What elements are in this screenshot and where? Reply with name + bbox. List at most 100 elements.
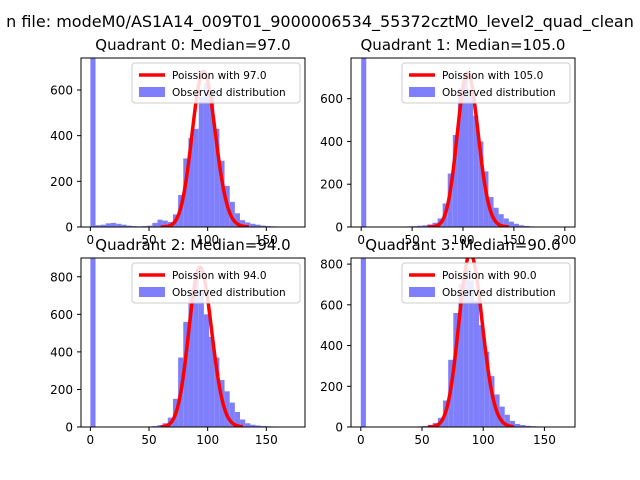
histogram-bar xyxy=(452,135,458,227)
y-tick-label: 200 xyxy=(50,383,73,397)
histogram-bar xyxy=(457,87,463,227)
legend: Poission with 105.0 Observed distribution xyxy=(401,62,571,104)
histogram-bar xyxy=(498,214,504,227)
legend-box xyxy=(401,262,571,304)
legend: Poission with 90.0 Observed distribution xyxy=(401,262,571,304)
histogram-bar xyxy=(417,225,423,227)
legend: Poission with 94.0 Observed distribution xyxy=(131,262,301,304)
histogram-bar xyxy=(468,94,474,227)
histogram-bar xyxy=(479,325,485,427)
legend-bar-swatch xyxy=(409,87,435,97)
histogram-bar xyxy=(513,223,519,227)
histogram-bar xyxy=(515,423,521,427)
quadrant-title: Quadrant 1: Median=105.0 xyxy=(361,36,566,54)
histogram-bar xyxy=(478,141,484,227)
histogram-bar xyxy=(183,321,189,427)
poisson-line xyxy=(426,258,515,427)
plot-area xyxy=(90,258,292,427)
histogram-bar xyxy=(224,391,230,427)
y-tick-label: 200 xyxy=(50,175,73,189)
x-tick-label: 50 xyxy=(141,433,156,447)
histogram-bar xyxy=(193,128,199,227)
histogram-bar xyxy=(468,280,474,427)
y-tick-label: 200 xyxy=(320,178,343,192)
histogram-bar xyxy=(422,225,428,227)
axes-frame xyxy=(350,257,576,428)
histogram-bar xyxy=(493,207,499,227)
x-tick-label: 100 xyxy=(196,433,219,447)
y-tick-label: 0 xyxy=(65,421,73,435)
quadrant-title: Quadrant 3: Median=90.0 xyxy=(365,236,560,254)
y-tick-label: 800 xyxy=(320,258,343,272)
histogram-bar xyxy=(250,424,256,427)
legend: Poission with 97.0 Observed distribution xyxy=(131,62,301,104)
histogram-bar xyxy=(116,223,122,227)
figure-suptitle: n file: modeM0/AS1A14_009T01_9000006534_… xyxy=(6,12,634,32)
legend-label-poisson: Poission with 94.0 xyxy=(172,270,267,282)
x-tick-label: 50 xyxy=(404,233,419,247)
x-tick-label: 150 xyxy=(255,433,278,447)
histogram-bar xyxy=(519,225,525,227)
y-tick-label: 800 xyxy=(50,270,73,284)
histogram-bar xyxy=(234,411,241,427)
x-tick-label: 200 xyxy=(553,233,576,247)
histogram-bar xyxy=(209,92,215,227)
histogram-bar xyxy=(504,414,510,427)
histogram-bar xyxy=(250,223,256,227)
histogram-bar xyxy=(183,158,189,227)
histogram-bar xyxy=(360,258,366,427)
plot-area xyxy=(360,258,557,427)
histogram-bar xyxy=(463,268,469,427)
histogram-bar xyxy=(458,284,464,427)
histogram-bar xyxy=(234,213,241,227)
legend-label-observed: Observed distribution xyxy=(172,87,286,99)
legend-bar-swatch xyxy=(139,287,165,297)
y-tick-label: 200 xyxy=(320,380,343,394)
histogram-bar xyxy=(422,425,428,427)
histogram-bar xyxy=(188,137,194,227)
histogram-bar xyxy=(203,83,210,227)
y-tick-label: 600 xyxy=(50,83,73,97)
histogram-bar xyxy=(463,77,469,227)
histogram-bar xyxy=(209,336,215,427)
histogram-bar xyxy=(453,312,459,427)
x-tick-label: 50 xyxy=(414,433,429,447)
histogram-bar xyxy=(525,425,531,427)
histogram-bar xyxy=(255,425,261,427)
histogram-bar xyxy=(214,128,220,227)
legend-bar-swatch xyxy=(139,87,165,97)
x-tick-label: 150 xyxy=(255,233,278,247)
x-tick-label: 0 xyxy=(357,233,365,247)
x-tick-label: 100 xyxy=(452,233,475,247)
histogram-bar xyxy=(219,160,225,227)
x-tick-label: 150 xyxy=(533,433,556,447)
histogram-bar xyxy=(473,300,480,427)
y-tick-label: 400 xyxy=(50,129,73,143)
y-tick-label: 0 xyxy=(335,421,343,435)
histogram-bar xyxy=(509,420,516,427)
histogram-bar xyxy=(520,424,526,427)
histogram-bar xyxy=(245,222,251,227)
axes-frame xyxy=(80,57,306,228)
x-tick-label: 100 xyxy=(196,233,219,247)
histogram-bar xyxy=(489,376,495,427)
histogram-bar xyxy=(361,58,367,227)
x-tick-label: 100 xyxy=(472,433,495,447)
histogram-bar xyxy=(90,58,96,227)
x-tick-label: 50 xyxy=(141,233,156,247)
x-tick-label: 0 xyxy=(87,433,95,447)
histogram-bar xyxy=(260,225,266,227)
y-tick-label: 600 xyxy=(50,308,73,322)
y-tick-label: 400 xyxy=(320,135,343,149)
histogram-bar xyxy=(229,402,235,427)
histogram-bar xyxy=(245,423,251,427)
histogram-bar xyxy=(188,291,194,427)
histogram-bar xyxy=(240,419,246,427)
quadrant-0-plot: Quadrant 0: Median=97.0 0 50 100 150 0 200 400 6… xyxy=(50,36,306,247)
histogram-bar xyxy=(193,273,199,427)
histogram-bar xyxy=(524,225,530,227)
legend-label-poisson: Poission with 90.0 xyxy=(442,270,537,282)
x-tick-label: 150 xyxy=(502,233,525,247)
